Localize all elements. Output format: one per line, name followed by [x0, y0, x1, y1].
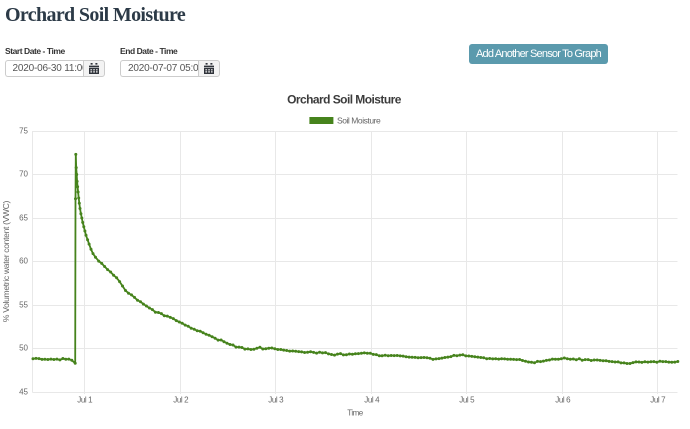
svg-text:Jul 5: Jul 5 [459, 396, 475, 405]
svg-text:75: 75 [19, 127, 28, 136]
svg-text:45: 45 [19, 388, 28, 397]
svg-text:55: 55 [19, 301, 28, 310]
svg-text:Jul 3: Jul 3 [268, 396, 284, 405]
svg-text:Time: Time [347, 409, 364, 418]
svg-text:Jul 6: Jul 6 [555, 396, 571, 405]
svg-text:Jul 4: Jul 4 [364, 396, 380, 405]
svg-text:Soil Moisture: Soil Moisture [337, 116, 381, 126]
svg-text:Orchard Soil Moisture: Orchard Soil Moisture [287, 93, 402, 107]
svg-text:Jul 1: Jul 1 [77, 396, 93, 405]
svg-text:70: 70 [19, 170, 28, 179]
svg-text:60: 60 [19, 257, 28, 266]
svg-text:% Volumetric water content (VW: % Volumetric water content (VWC) [1, 200, 11, 322]
svg-text:Jul 7: Jul 7 [650, 396, 666, 405]
svg-text:50: 50 [19, 344, 28, 353]
svg-text:Jul 2: Jul 2 [173, 396, 189, 405]
svg-text:65: 65 [19, 214, 28, 223]
